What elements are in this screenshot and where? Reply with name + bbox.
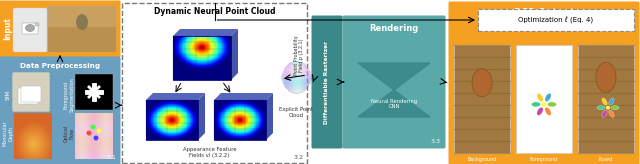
Ellipse shape [602, 98, 607, 105]
Ellipse shape [537, 107, 543, 115]
FancyBboxPatch shape [122, 3, 307, 163]
FancyBboxPatch shape [449, 1, 639, 164]
Text: 3.2: 3.2 [294, 155, 304, 160]
Text: Foreground: Foreground [530, 157, 558, 162]
FancyBboxPatch shape [21, 86, 41, 102]
Ellipse shape [537, 93, 543, 102]
Polygon shape [146, 93, 205, 100]
Ellipse shape [472, 69, 492, 97]
Polygon shape [214, 93, 273, 100]
Ellipse shape [86, 131, 92, 135]
FancyBboxPatch shape [15, 90, 35, 106]
Bar [48, 27, 116, 52]
Text: Appearance Feature
Fields vl (3.2.2): Appearance Feature Fields vl (3.2.2) [182, 147, 236, 158]
Text: Monocular
Depth: Monocular Depth [3, 121, 13, 146]
Bar [146, 100, 198, 140]
Bar [173, 36, 231, 80]
Bar [75, 74, 113, 110]
Bar [578, 45, 634, 153]
Ellipse shape [597, 106, 605, 110]
Text: Fused: Fused [599, 157, 613, 162]
Text: Data Preprocessing: Data Preprocessing [20, 63, 100, 69]
Text: Neural Rendering
CNN: Neural Rendering CNN [371, 99, 417, 109]
Text: Foreground
Segmentation: Foreground Segmentation [63, 77, 74, 112]
Polygon shape [198, 93, 205, 140]
Text: SfM: SfM [6, 90, 10, 100]
Bar [214, 100, 266, 140]
Ellipse shape [545, 107, 551, 115]
Ellipse shape [541, 102, 547, 107]
Ellipse shape [606, 106, 610, 110]
Text: Background: Background [467, 157, 497, 162]
FancyBboxPatch shape [312, 16, 342, 148]
Ellipse shape [547, 102, 557, 107]
Bar [22, 23, 38, 34]
Ellipse shape [26, 24, 35, 31]
Text: 3.1: 3.1 [106, 155, 116, 160]
Polygon shape [173, 29, 238, 36]
Text: Explicit Point
Cloud: Explicit Point Cloud [279, 107, 313, 118]
Ellipse shape [76, 14, 88, 30]
Polygon shape [231, 29, 238, 80]
FancyBboxPatch shape [13, 72, 49, 112]
Ellipse shape [609, 98, 614, 105]
FancyBboxPatch shape [342, 16, 445, 148]
Bar [35, 23, 39, 26]
Ellipse shape [531, 102, 541, 107]
Ellipse shape [90, 124, 95, 130]
Bar [48, 6, 116, 52]
FancyBboxPatch shape [478, 9, 634, 31]
Text: Optimization ℓ (Eq. 4): Optimization ℓ (Eq. 4) [518, 16, 593, 24]
Text: RGB Output: RGB Output [514, 8, 574, 17]
Ellipse shape [97, 129, 102, 133]
Text: 3.3: 3.3 [431, 139, 441, 144]
FancyBboxPatch shape [18, 88, 38, 104]
Ellipse shape [93, 135, 99, 141]
Ellipse shape [602, 110, 607, 117]
Bar [454, 45, 510, 153]
Polygon shape [358, 63, 430, 90]
Ellipse shape [596, 62, 616, 92]
Bar [516, 45, 572, 153]
FancyBboxPatch shape [0, 57, 120, 164]
Text: Optical
Flow: Optical Flow [63, 125, 74, 142]
FancyBboxPatch shape [0, 0, 120, 58]
Text: Differentiable Rasterizer: Differentiable Rasterizer [324, 41, 330, 123]
Text: Rendering: Rendering [369, 24, 419, 33]
Ellipse shape [611, 106, 619, 110]
Text: Dynamic Neural Point Cloud: Dynamic Neural Point Cloud [154, 7, 275, 16]
Polygon shape [358, 90, 430, 117]
Polygon shape [266, 93, 273, 140]
Ellipse shape [545, 93, 551, 102]
Text: Input: Input [3, 18, 13, 41]
FancyBboxPatch shape [13, 8, 47, 52]
Ellipse shape [609, 110, 614, 117]
Text: Point Probability
Field p (3.2.1): Point Probability Field p (3.2.1) [294, 35, 305, 75]
